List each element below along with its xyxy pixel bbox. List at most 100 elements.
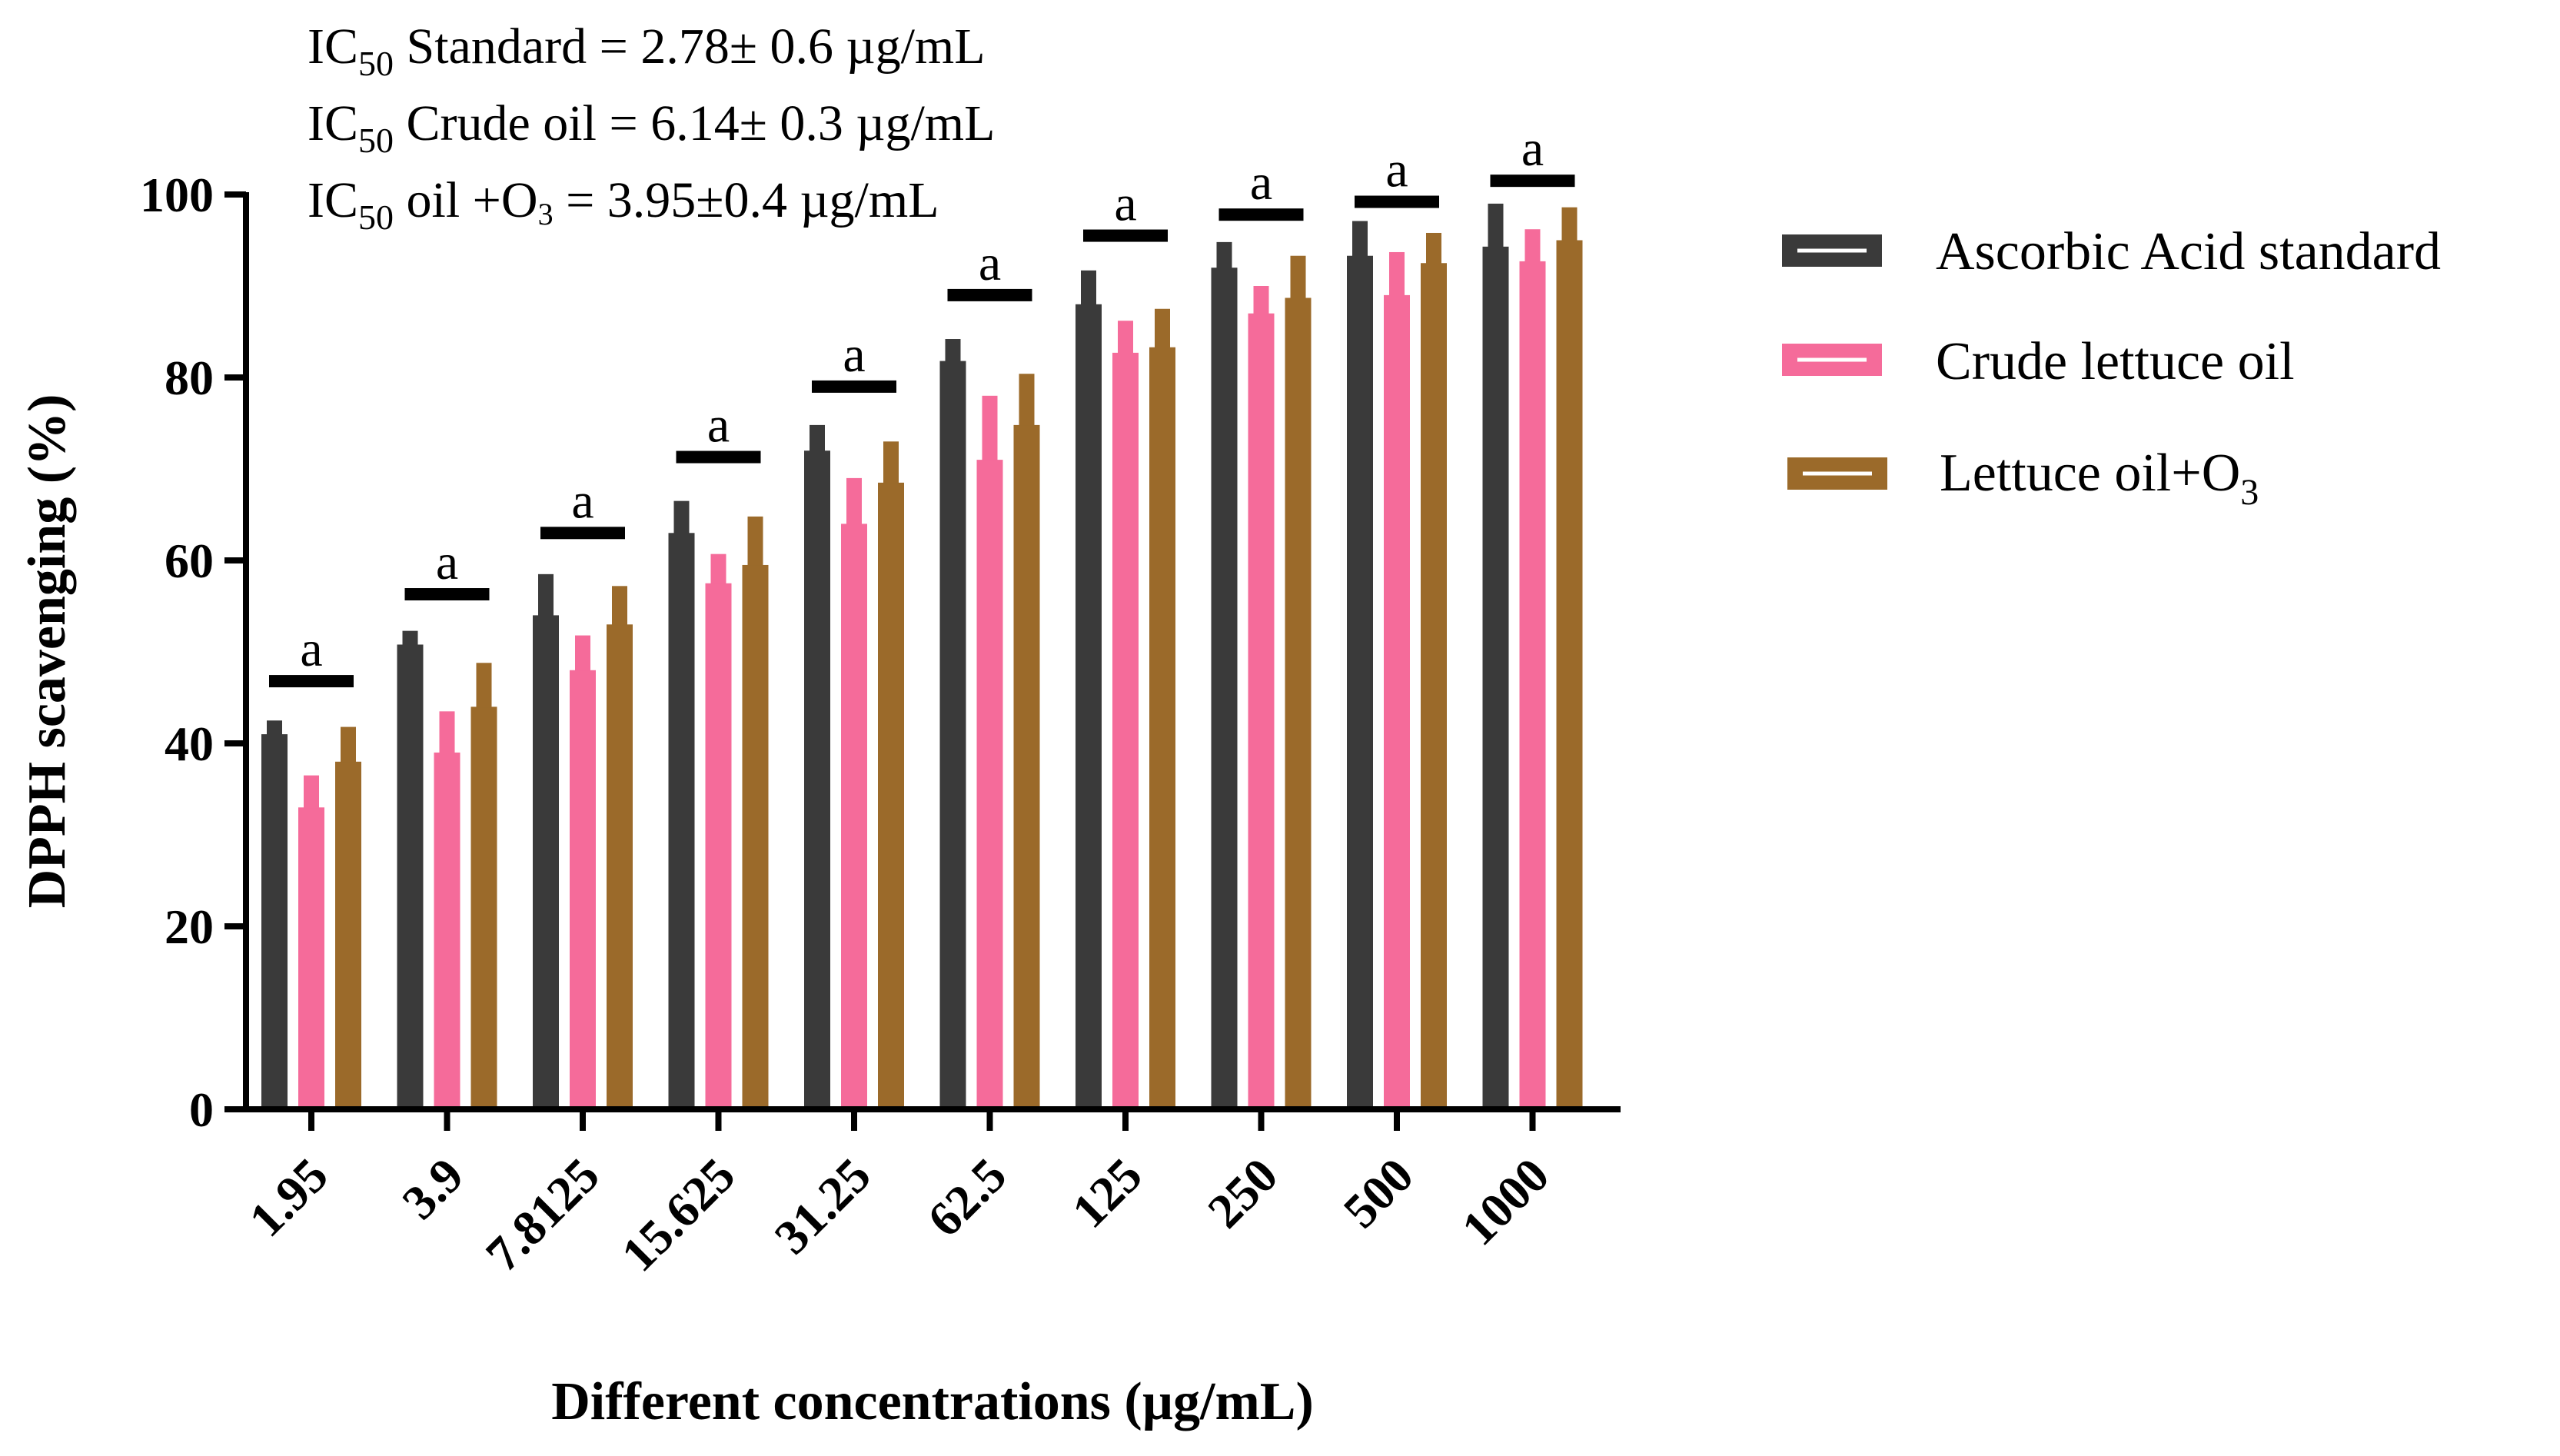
ic50-crude-annotation: IC50 Crude oil = 6.14± 0.3 µg/mL bbox=[308, 95, 996, 160]
error-bar bbox=[612, 586, 627, 626]
bar bbox=[533, 615, 559, 1109]
significance-line bbox=[269, 675, 354, 688]
bar bbox=[1112, 352, 1139, 1109]
x-tick-label: 31.25 bbox=[764, 1148, 881, 1265]
error-bar bbox=[439, 711, 455, 753]
x-tick-label: 7.8125 bbox=[475, 1148, 610, 1282]
bar bbox=[705, 583, 732, 1109]
error-bar bbox=[945, 339, 961, 362]
error-bar bbox=[710, 553, 726, 584]
bar bbox=[1013, 424, 1040, 1109]
significance-line bbox=[540, 527, 625, 540]
error-bar bbox=[1216, 241, 1232, 269]
significance-letter: a bbox=[1385, 142, 1408, 198]
error-bar bbox=[1290, 255, 1306, 299]
significance-line bbox=[676, 450, 761, 464]
legend: Ascorbic Acid standard Crude lettuce oil… bbox=[1782, 222, 2441, 513]
bar bbox=[1285, 298, 1312, 1110]
error-bar bbox=[341, 726, 356, 763]
x-tick-label: 500 bbox=[1333, 1148, 1424, 1238]
error-bar bbox=[267, 720, 282, 736]
bar bbox=[1076, 304, 1102, 1109]
error-bar bbox=[1118, 321, 1133, 354]
bar bbox=[1347, 255, 1373, 1110]
y-tick-label: 20 bbox=[165, 899, 214, 954]
error-bar bbox=[846, 477, 862, 525]
significance-letter: a bbox=[1114, 176, 1136, 232]
bar bbox=[804, 450, 830, 1109]
bar bbox=[470, 706, 497, 1109]
error-bar bbox=[402, 630, 418, 646]
significance-letter: a bbox=[1250, 155, 1272, 211]
ic50-ozone-annotation: IC50 oil +O3 = 3.95±0.4 µg/mL bbox=[308, 172, 939, 237]
x-tick-label: 1000 bbox=[1451, 1148, 1560, 1256]
ic50-standard-annotation: IC50 Standard = 2.78± 0.6 µg/mL bbox=[308, 18, 986, 83]
bar bbox=[607, 624, 633, 1109]
error-bar bbox=[1389, 251, 1405, 296]
error-bar bbox=[1019, 374, 1035, 426]
bar bbox=[1482, 246, 1509, 1110]
bar bbox=[841, 524, 867, 1109]
error-bar bbox=[1426, 232, 1441, 264]
bar bbox=[976, 460, 1003, 1109]
bar bbox=[668, 533, 695, 1109]
bar bbox=[434, 752, 460, 1109]
x-tick-label: 250 bbox=[1197, 1148, 1288, 1238]
bar bbox=[878, 482, 904, 1109]
significance-line bbox=[1490, 175, 1575, 188]
bar bbox=[1556, 240, 1583, 1109]
legend-label-crude: Crude lettuce oil bbox=[1936, 332, 2295, 391]
significance-line bbox=[1355, 195, 1439, 208]
bar bbox=[1211, 268, 1238, 1110]
y-tick-label: 100 bbox=[140, 168, 214, 222]
significance-letter: a bbox=[843, 327, 865, 383]
significance-line bbox=[1083, 229, 1168, 242]
significance-letter: a bbox=[979, 235, 1001, 291]
error-bar bbox=[575, 635, 590, 671]
legend-label-ascorbic: Ascorbic Acid standard bbox=[1936, 222, 2441, 281]
error-bar bbox=[883, 441, 899, 484]
error-bar bbox=[1561, 207, 1578, 241]
y-tick-label: 0 bbox=[189, 1082, 214, 1137]
significance-line bbox=[1218, 208, 1304, 221]
bar bbox=[397, 644, 424, 1109]
significance-letter: a bbox=[1521, 121, 1544, 177]
y-tick-label: 60 bbox=[165, 534, 214, 588]
error-bar bbox=[1524, 229, 1541, 262]
x-tick-label: 15.625 bbox=[611, 1148, 746, 1282]
error-bar bbox=[810, 424, 825, 452]
bar bbox=[1421, 263, 1447, 1109]
error-bar bbox=[1081, 270, 1096, 305]
legend-label-ozone: Lettuce oil+O3 bbox=[1940, 444, 2259, 513]
error-bar bbox=[476, 663, 492, 708]
plot-marks: a a a a a a a a a a bbox=[261, 121, 1583, 1110]
significance-line bbox=[812, 380, 896, 393]
error-bar bbox=[982, 395, 998, 461]
y-axis-label: DPPH scavenging (%) bbox=[18, 394, 77, 909]
bar bbox=[939, 361, 966, 1110]
error-bar bbox=[538, 573, 554, 617]
error-bar bbox=[673, 500, 690, 534]
bar bbox=[1519, 261, 1546, 1109]
legend-label-ozone-sub: 3 bbox=[2240, 472, 2259, 513]
x-tick-label: 3.9 bbox=[392, 1148, 474, 1230]
significance-letter: a bbox=[571, 473, 593, 529]
error-bar bbox=[1352, 221, 1368, 257]
bar bbox=[261, 734, 288, 1109]
y-tick-label: 40 bbox=[165, 716, 214, 771]
bar bbox=[335, 761, 361, 1109]
significance-letter: a bbox=[436, 534, 458, 590]
bar bbox=[298, 807, 324, 1109]
bar bbox=[1384, 294, 1410, 1109]
error-bar bbox=[1253, 286, 1269, 314]
x-tick-label: 1.95 bbox=[238, 1148, 337, 1247]
bar bbox=[570, 670, 596, 1109]
error-bar bbox=[1488, 203, 1504, 248]
error-bar bbox=[304, 775, 319, 809]
error-bar bbox=[1155, 308, 1170, 348]
y-tick-label: 80 bbox=[165, 351, 214, 405]
bar bbox=[742, 564, 769, 1109]
x-tick-label: 125 bbox=[1062, 1148, 1152, 1238]
significance-line bbox=[404, 588, 490, 601]
